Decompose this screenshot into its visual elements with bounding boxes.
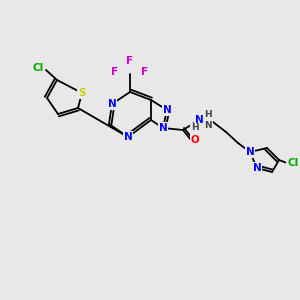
Text: F: F — [126, 56, 134, 66]
Text: F: F — [111, 67, 118, 77]
Text: H
N: H N — [204, 110, 212, 130]
Text: N: N — [163, 105, 171, 115]
Text: N: N — [108, 99, 116, 109]
Text: O: O — [190, 135, 200, 145]
Text: F: F — [141, 67, 148, 77]
Text: Cl: Cl — [32, 63, 44, 73]
Text: H: H — [191, 124, 199, 133]
Text: N: N — [246, 147, 254, 157]
Text: N: N — [124, 132, 132, 142]
Text: N: N — [195, 115, 203, 125]
Text: S: S — [78, 88, 86, 98]
Text: N: N — [253, 163, 261, 173]
Text: Cl: Cl — [287, 158, 298, 168]
Text: N: N — [159, 123, 167, 133]
